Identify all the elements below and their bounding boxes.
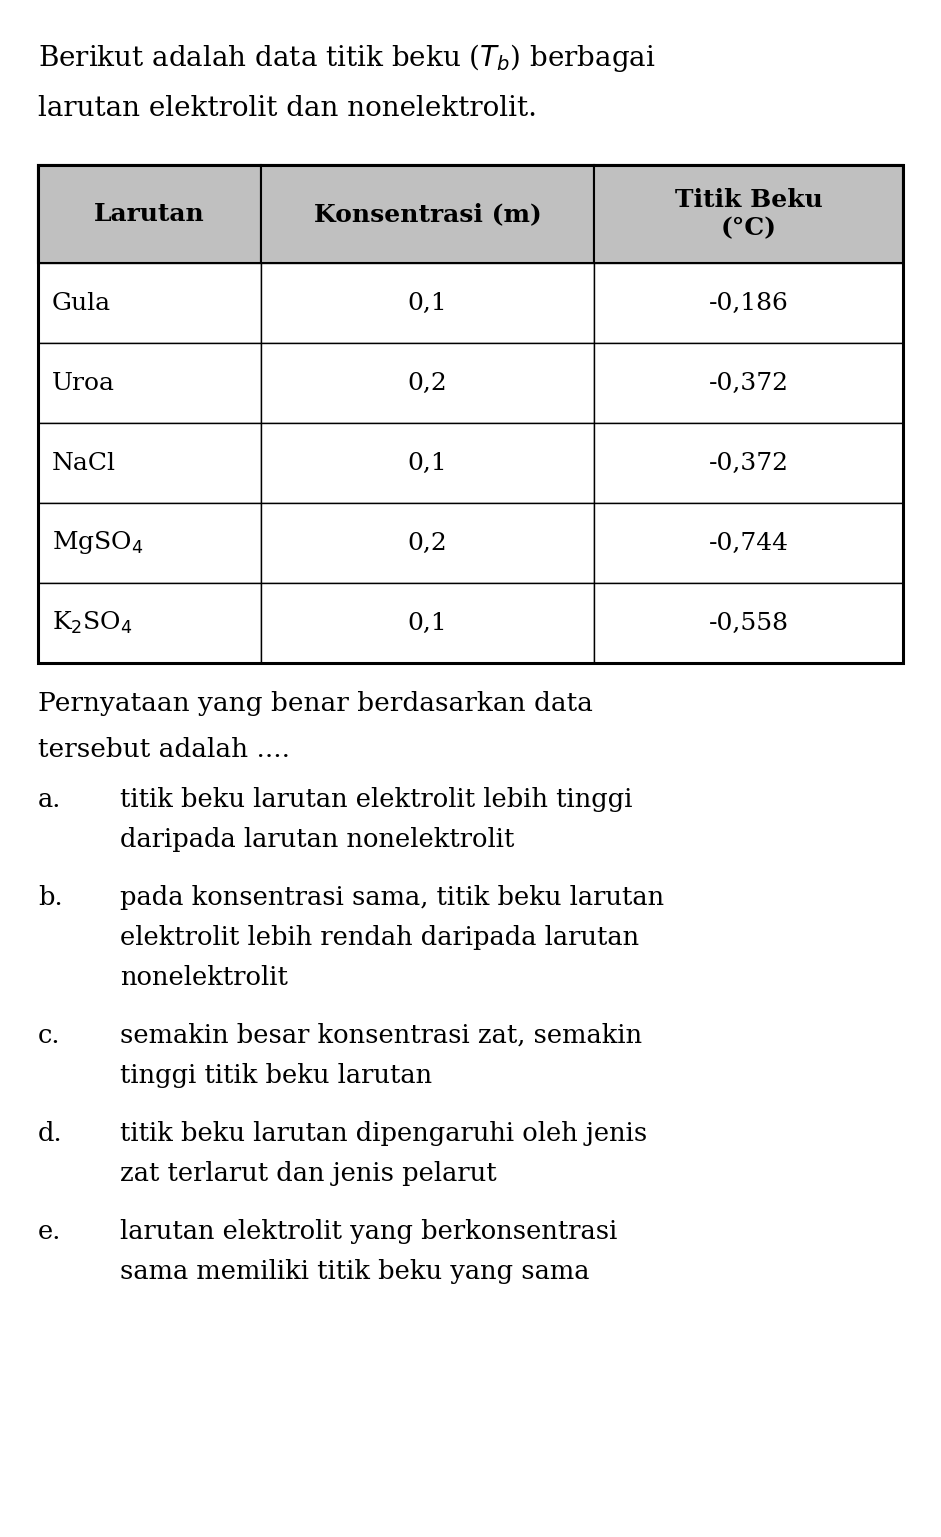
Bar [38,263,262,343]
Text: -0,372: -0,372 [709,372,789,395]
Text: titik beku larutan elektrolit lebih tinggi: titik beku larutan elektrolit lebih ting… [120,787,632,812]
Text: pada konsentrasi sama, titik beku larutan: pada konsentrasi sama, titik beku laruta… [120,885,664,910]
Bar [262,503,594,583]
Text: -0,558: -0,558 [709,612,789,635]
Text: c.: c. [38,1024,60,1048]
Bar [262,343,594,423]
Bar [38,423,262,503]
Text: b.: b. [38,885,63,910]
Text: Gula: Gula [52,292,111,315]
Text: -0,744: -0,744 [709,532,789,555]
Bar [594,423,903,503]
Text: 0,2: 0,2 [407,532,448,555]
Bar [594,263,903,343]
Bar [38,164,262,263]
Text: tinggi titik beku larutan: tinggi titik beku larutan [120,1064,432,1088]
Text: sama memiliki titik beku yang sama: sama memiliki titik beku yang sama [120,1259,589,1283]
Text: Larutan: Larutan [94,201,205,226]
Bar [594,343,903,423]
Text: larutan elektrolit dan nonelektrolit.: larutan elektrolit dan nonelektrolit. [38,95,537,121]
Text: semakin besar konsentrasi zat, semakin: semakin besar konsentrasi zat, semakin [120,1024,642,1048]
Text: Pernyataan yang benar berdasarkan data: Pernyataan yang benar berdasarkan data [38,692,593,716]
Text: daripada larutan nonelektrolit: daripada larutan nonelektrolit [120,827,515,851]
Text: larutan elektrolit yang berkonsentrasi: larutan elektrolit yang berkonsentrasi [120,1219,617,1243]
Text: Titik Beku
(°C): Titik Beku (°C) [675,188,822,240]
Text: tersebut adalah ....: tersebut adalah .... [38,738,290,762]
Text: Uroa: Uroa [52,372,115,395]
Text: a.: a. [38,787,61,812]
Text: Berikut adalah data titik beku ($T_b$) berbagai: Berikut adalah data titik beku ($T_b$) b… [38,41,656,74]
Text: nonelektrolit: nonelektrolit [120,965,288,990]
Bar [262,583,594,662]
Text: MgSO$_4$: MgSO$_4$ [52,530,144,556]
Text: 0,1: 0,1 [407,452,448,475]
Text: e.: e. [38,1219,61,1243]
Text: 0,2: 0,2 [407,372,448,395]
Text: Konsentrasi (m): Konsentrasi (m) [313,201,542,226]
Bar [262,263,594,343]
Text: titik beku larutan dipengaruhi oleh jenis: titik beku larutan dipengaruhi oleh jeni… [120,1120,647,1147]
Bar [262,164,594,263]
Bar [38,503,262,583]
Text: -0,372: -0,372 [709,452,789,475]
Bar [594,583,903,662]
Bar [262,423,594,503]
Text: NaCl: NaCl [52,452,116,475]
Text: 0,1: 0,1 [407,292,448,315]
Text: zat terlarut dan jenis pelarut: zat terlarut dan jenis pelarut [120,1160,497,1187]
Text: -0,186: -0,186 [709,292,789,315]
Text: K$_2$SO$_4$: K$_2$SO$_4$ [52,610,133,636]
Text: elektrolit lebih rendah daripada larutan: elektrolit lebih rendah daripada larutan [120,925,639,950]
Bar [38,583,262,662]
Bar [38,164,903,662]
Text: d.: d. [38,1120,63,1147]
Bar [594,503,903,583]
Bar [594,164,903,263]
Text: 0,1: 0,1 [407,612,448,635]
Bar [38,343,262,423]
